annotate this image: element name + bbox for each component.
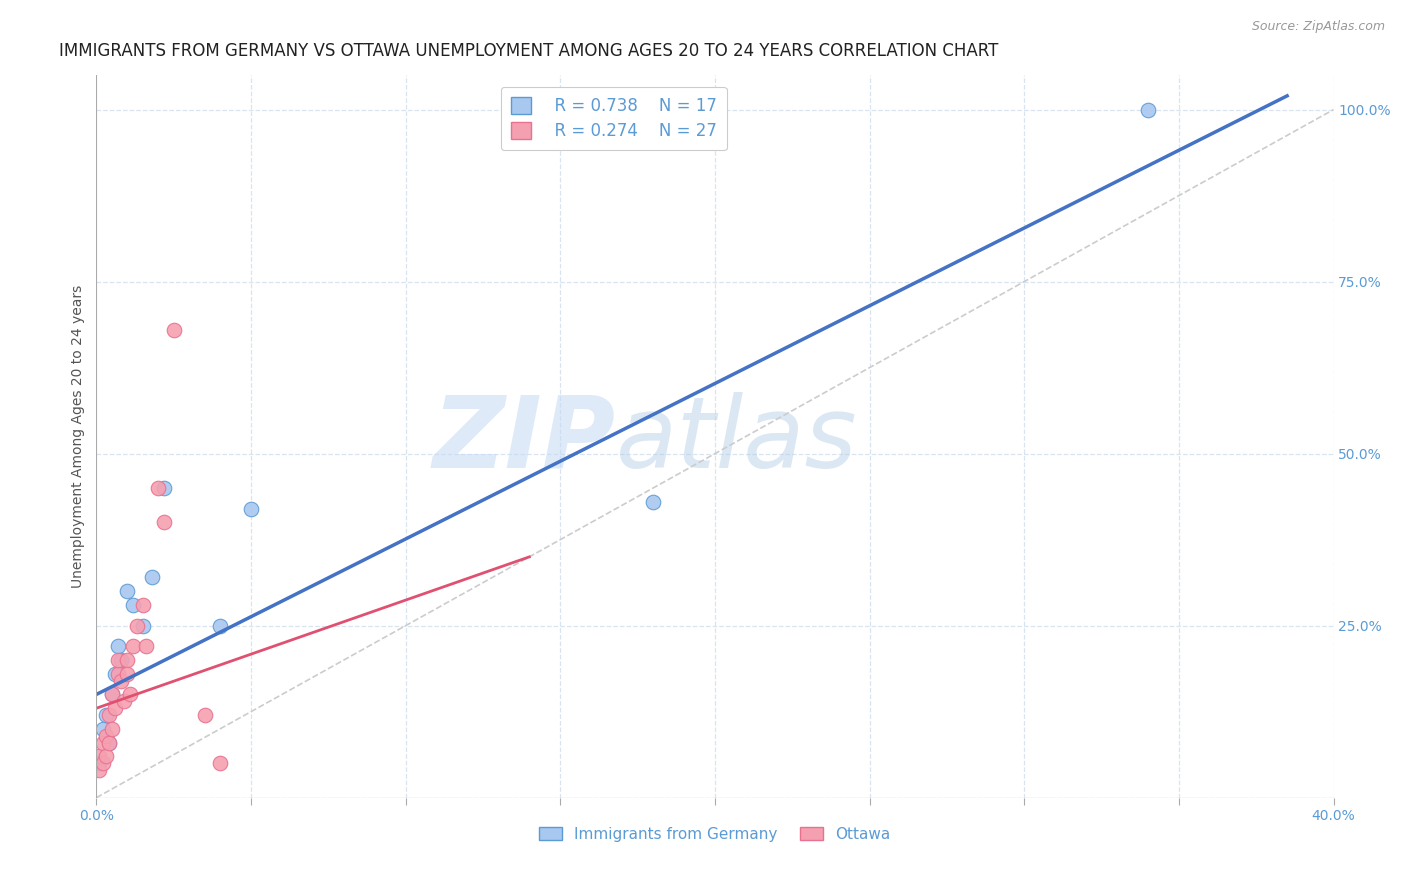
Point <box>97 708 120 723</box>
Point <box>153 516 176 530</box>
Point <box>240 501 263 516</box>
Point <box>94 708 117 723</box>
Point <box>117 584 139 599</box>
Point <box>209 756 232 771</box>
Point <box>641 495 664 509</box>
Point <box>135 640 157 654</box>
Point <box>104 666 127 681</box>
Point <box>91 736 114 750</box>
Point <box>110 653 132 667</box>
Point <box>122 640 145 654</box>
Point <box>91 722 114 736</box>
Point <box>101 688 124 702</box>
Point <box>209 618 232 632</box>
Point <box>101 688 124 702</box>
Text: ZIP: ZIP <box>433 392 616 489</box>
Point <box>107 666 129 681</box>
Point <box>120 688 142 702</box>
Point <box>153 481 176 495</box>
Point <box>1136 103 1159 117</box>
Point <box>89 749 111 764</box>
Text: IMMIGRANTS FROM GERMANY VS OTTAWA UNEMPLOYMENT AMONG AGES 20 TO 24 YEARS CORRELA: IMMIGRANTS FROM GERMANY VS OTTAWA UNEMPL… <box>59 42 998 60</box>
Legend:   R = 0.738    N = 17,   R = 0.274    N = 27: R = 0.738 N = 17, R = 0.274 N = 27 <box>501 87 727 150</box>
Point <box>148 481 170 495</box>
Y-axis label: Unemployment Among Ages 20 to 24 years: Unemployment Among Ages 20 to 24 years <box>72 285 86 588</box>
Point <box>122 598 145 612</box>
Point <box>94 729 117 743</box>
Point <box>89 763 111 777</box>
Text: atlas: atlas <box>616 392 858 489</box>
Point <box>107 653 129 667</box>
Point <box>117 666 139 681</box>
Point <box>104 701 127 715</box>
Point <box>94 749 117 764</box>
Point <box>107 640 129 654</box>
Point <box>97 736 120 750</box>
Point <box>132 598 155 612</box>
Point <box>163 323 186 337</box>
Point <box>110 673 132 688</box>
Point <box>97 736 120 750</box>
Point <box>101 722 124 736</box>
Point <box>125 618 148 632</box>
Point <box>141 570 163 584</box>
Point <box>89 756 111 771</box>
Point <box>112 694 135 708</box>
Point <box>132 618 155 632</box>
Text: Source: ZipAtlas.com: Source: ZipAtlas.com <box>1251 20 1385 33</box>
Point <box>91 756 114 771</box>
Point <box>117 653 139 667</box>
Point <box>194 708 217 723</box>
